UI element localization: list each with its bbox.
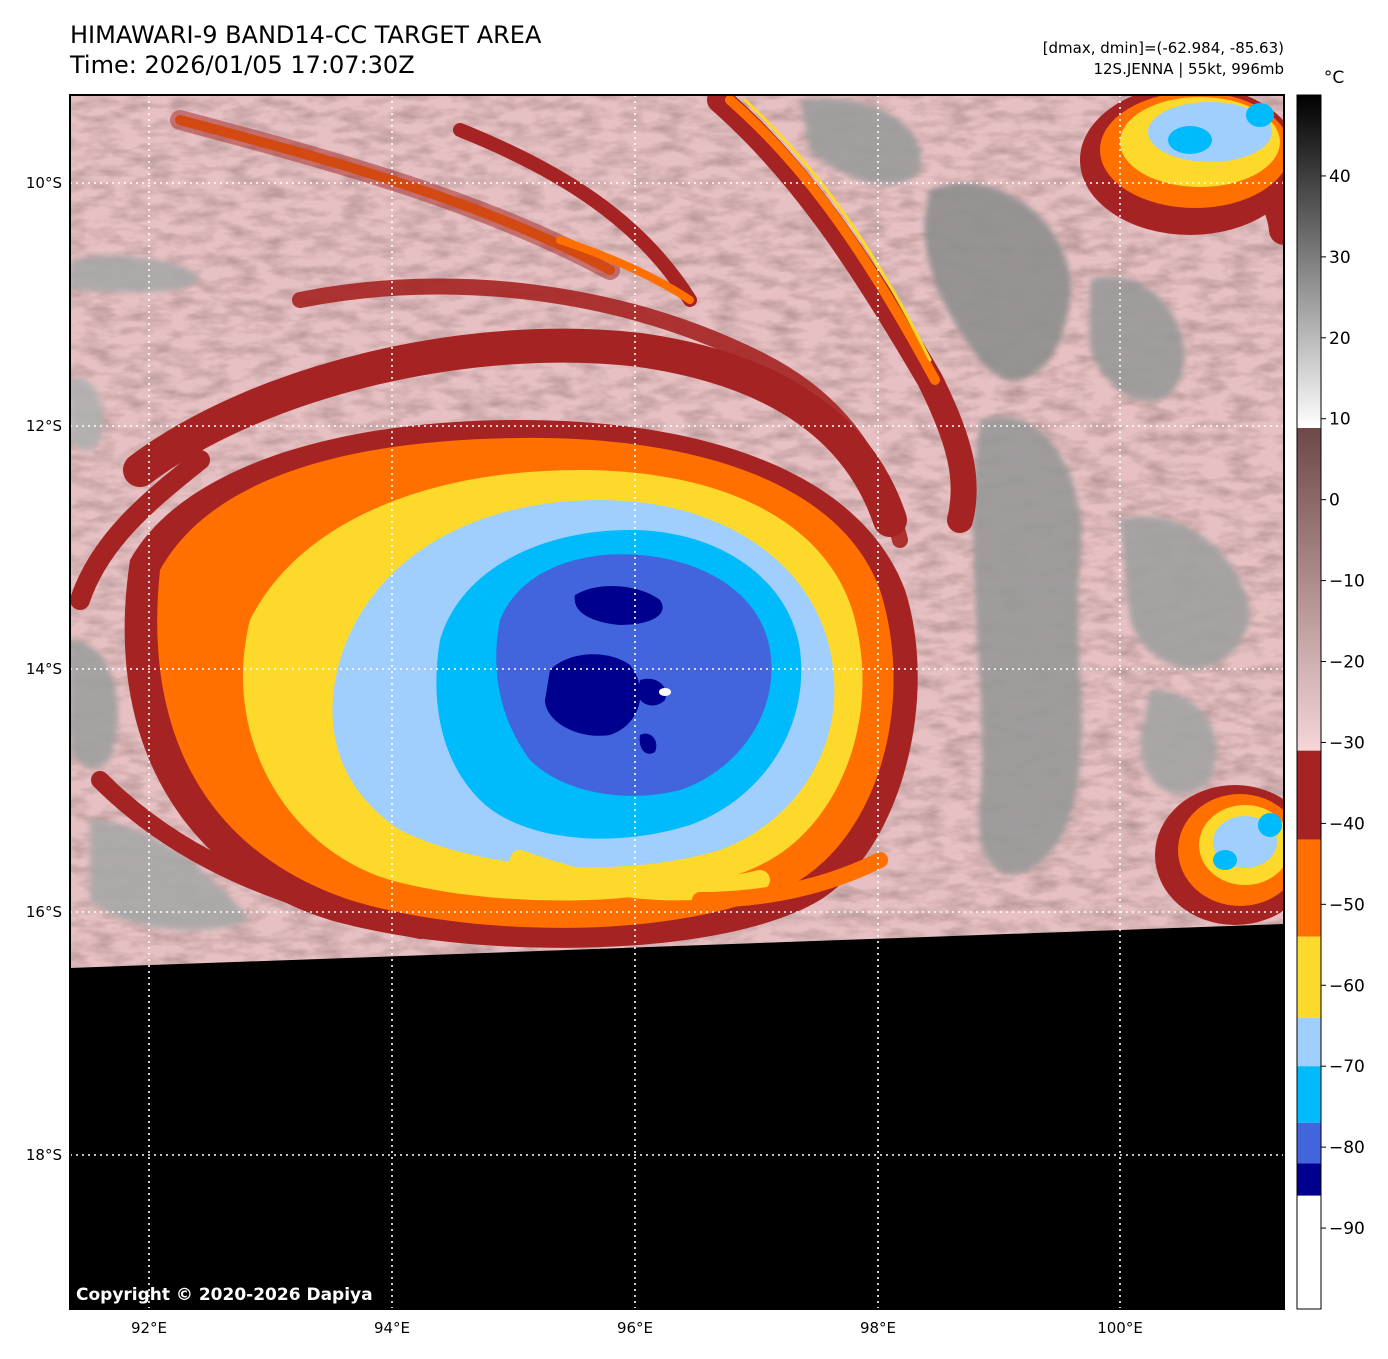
- colorbar: °C 40 30 20 10 0 −10 −20 −30 −40 −50 −60 −70 −80 −90: [1296, 68, 1365, 1310]
- colorbar-tick-label: −40: [1329, 814, 1365, 834]
- colorbar-band-1: [1297, 839, 1321, 937]
- colorbar-tick-label: −20: [1329, 653, 1365, 673]
- colorbar-tick-label: 40: [1329, 167, 1351, 187]
- lon-tick-label: 100°E: [1097, 1319, 1143, 1337]
- title-block: HIMAWARI-9 BAND14-CC TARGET AREA Time: 2…: [70, 20, 541, 80]
- colorbar-tick-label: −70: [1329, 1057, 1365, 1077]
- map-frame: [69, 94, 1285, 1310]
- colorbar-tick-label: −30: [1329, 733, 1365, 753]
- no-data-region: [70, 924, 1284, 1309]
- timestamp-title: Time: 2026/01/05 17:07:30Z: [70, 51, 415, 79]
- lon-tick-label: 98°E: [860, 1319, 896, 1337]
- lat-tick-label: 16°S: [26, 903, 62, 921]
- colorbar-band-0: [1297, 750, 1321, 840]
- colorbar-tick-label: 10: [1329, 410, 1351, 430]
- colorbar-frame: [1296, 94, 1322, 1310]
- colorbar-tick-label: 30: [1329, 248, 1351, 268]
- lon-tick-label: 92°E: [131, 1319, 167, 1337]
- lat-tick-label: 18°S: [26, 1146, 62, 1164]
- colorbar-band-4: [1297, 1066, 1321, 1123]
- colorbar-tick-label: −10: [1329, 572, 1365, 592]
- lon-tick-labels: 92°E 94°E 96°E 98°E 100°E: [131, 1319, 1143, 1337]
- colorbar-tick-label: 0: [1329, 491, 1340, 511]
- colorbar-bands: [1297, 750, 1321, 1309]
- storm-cdo: [124, 420, 918, 948]
- lat-tick-label: 10°S: [26, 174, 62, 192]
- colorbar-gray-segment: [1297, 95, 1321, 428]
- colorbar-tick-label: −50: [1329, 895, 1365, 915]
- colorbar-band-5: [1297, 1122, 1321, 1164]
- colorbar-tick-label: −90: [1329, 1219, 1365, 1239]
- lon-tick-label: 94°E: [374, 1319, 410, 1337]
- colorbar-unit: °C: [1324, 68, 1344, 88]
- copyright-notice: Copyright © 2020-2026 Dapiya: [76, 1285, 373, 1305]
- dmax-dmin-readout: [dmax, dmin]=(-62.984, -85.63): [1042, 39, 1284, 57]
- storm-info: 12S.JENNA | 55kt, 996mb: [1093, 60, 1284, 78]
- colorbar-tick-label: −60: [1329, 976, 1365, 996]
- colorbar-band-6: [1297, 1163, 1321, 1196]
- lat-tick-label: 12°S: [26, 417, 62, 435]
- lat-tick-label: 14°S: [26, 660, 62, 678]
- info-block: [dmax, dmin]=(-62.984, -85.63) 12S.JENNA…: [1043, 38, 1284, 80]
- colorbar-band-7: [1297, 1195, 1321, 1309]
- colorbar-brown-segment: [1297, 428, 1321, 750]
- colorbar-band-2: [1297, 936, 1321, 1018]
- chart-title: HIMAWARI-9 BAND14-CC TARGET AREA: [70, 21, 542, 49]
- satellite-image: Copyright © 2020-2026 Dapiya: [70, 95, 1284, 1309]
- se-cloud-cluster: [1155, 785, 1284, 925]
- graticule: [70, 95, 1284, 1309]
- colorbar-band-3: [1297, 1017, 1321, 1067]
- lat-tick-labels: 10°S 12°S 14°S 16°S 18°S: [26, 174, 62, 1164]
- colorbar-tick-label: −80: [1329, 1138, 1365, 1158]
- colorbar-ticks: 40 30 20 10 0 −10 −20 −30 −40 −50 −60 −70 −80 −90: [1321, 167, 1365, 1239]
- lon-tick-label: 96°E: [617, 1319, 653, 1337]
- colorbar-tick-label: 20: [1329, 329, 1351, 349]
- ne-cloud-cluster: [1080, 95, 1284, 235]
